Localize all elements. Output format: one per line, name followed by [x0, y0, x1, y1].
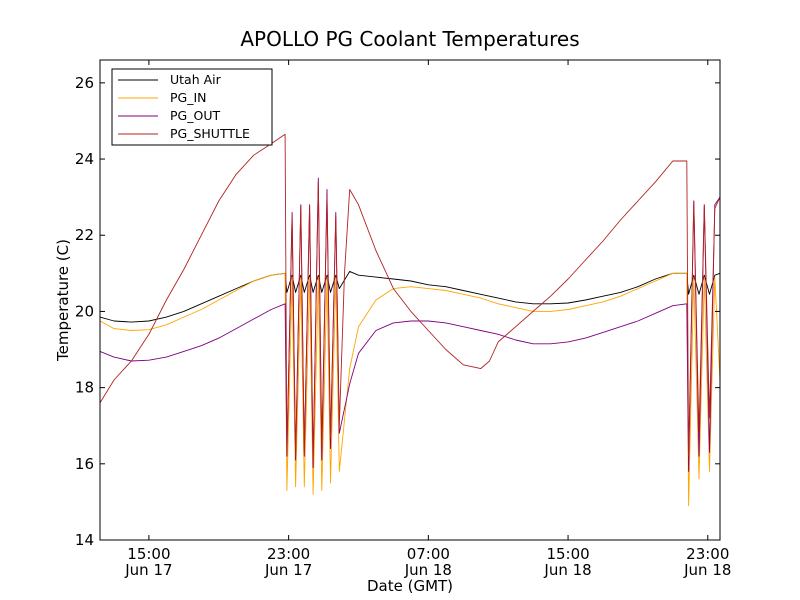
legend-label-pg-in: PG_IN [170, 90, 207, 105]
y-axis-label: Temperature (C) [54, 239, 72, 362]
x-tick-label-time: 07:00 [407, 545, 450, 563]
x-tick-label-date: Jun 18 [683, 561, 731, 579]
plot-series [99, 133, 721, 507]
y-tick-label: 16 [75, 455, 94, 473]
y-tick-label: 24 [75, 150, 94, 168]
legend-box [111, 68, 273, 146]
legend-label-pg-shuttle: PG_SHUTTLE [170, 126, 250, 141]
x-tick-label-time: 15:00 [127, 545, 170, 563]
x-axis-label: Date (GMT) [367, 577, 453, 595]
x-tick-label-time: 23:00 [686, 545, 729, 563]
series-line-utah-air [99, 270, 721, 323]
x-tick-label-date: Jun 17 [264, 561, 312, 579]
series-line-pg-shuttle [99, 133, 721, 461]
legend-label-utah-air: Utah Air [170, 72, 222, 87]
x-tick-label-time: 15:00 [546, 545, 589, 563]
x-tick-label-date: Jun 17 [124, 561, 172, 579]
series-line-pg-out [99, 177, 721, 472]
legend: Utah Air PG_IN PG_OUT PG_SHUTTLE [111, 68, 273, 146]
y-tick-label: 26 [75, 74, 94, 92]
plot-frame [99, 59, 721, 541]
series-line-pg-in [99, 272, 721, 507]
legend-label-pg-out: PG_OUT [170, 108, 220, 123]
y-tick-label: 18 [75, 379, 94, 397]
y-tick-label: 20 [75, 302, 94, 320]
x-tick-label-date: Jun 18 [404, 561, 452, 579]
x-tick-label-date: Jun 18 [543, 561, 591, 579]
chart-title: APOLLO PG Coolant Temperatures [240, 27, 579, 51]
y-tick-label: 14 [75, 531, 94, 549]
y-tick-label: 22 [75, 226, 94, 244]
x-tick-label-time: 23:00 [267, 545, 310, 563]
